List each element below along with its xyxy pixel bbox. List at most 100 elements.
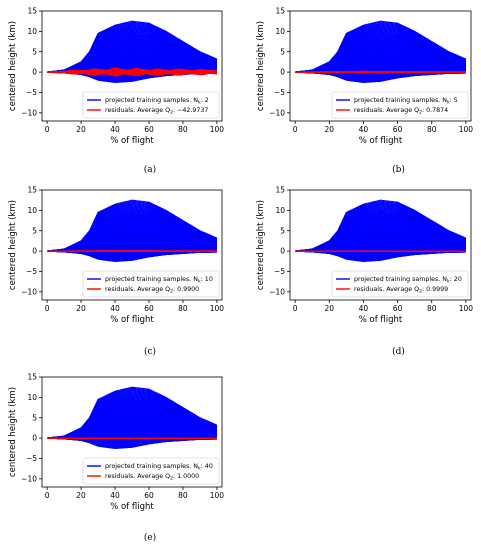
legend-subscript: 2 <box>170 476 173 482</box>
legend-entry: residuals. Average Q2: 0.7874 <box>354 107 448 116</box>
legend-label: residuals. Average Q <box>105 107 170 114</box>
legend-value: : 40 <box>201 463 213 470</box>
legend-subscript: k <box>198 279 201 285</box>
y-tick-label: 15 <box>27 186 37 195</box>
axes-frame <box>289 10 472 122</box>
training-sample-line <box>295 199 467 252</box>
residual-line <box>47 67 218 73</box>
legend-label: projected training samples. N <box>105 276 198 283</box>
x-tick-label: 20 <box>76 125 86 134</box>
training-sample-line <box>47 199 218 252</box>
y-axis-title: centered height (km) <box>256 21 266 111</box>
y-tick-label: −5 <box>274 88 285 97</box>
y-axis-title: centered height (km) <box>8 387 18 477</box>
legend-entry: residuals. Average Q2: 0.9900 <box>105 286 199 295</box>
legend: projected training samples. Nk: 20residu… <box>331 270 469 298</box>
x-tick-label: 40 <box>110 304 120 313</box>
legend-value: : 0.7874 <box>422 107 448 114</box>
training-sample-line <box>47 250 217 262</box>
legend-entry: projected training samples. Nk: 20 <box>354 276 462 285</box>
x-tick-label: 80 <box>427 125 437 134</box>
legend-box <box>82 91 220 119</box>
chart-panel: 0 20 40 60 80 100 −10 −5 0 5 10 15 % of flight center… <box>8 7 224 175</box>
y-tick-label: −5 <box>26 454 37 463</box>
axes-frame <box>41 376 223 488</box>
chart-panel: 0 20 40 60 80 100 −10 −5 0 5 10 15 % of flight center… <box>8 186 224 357</box>
panel-caption: (c) <box>144 346 156 357</box>
chart-panel: 0 20 40 60 80 100 −10 −5 0 5 10 15 % of flight center… <box>256 186 473 357</box>
y-tick-label: 0 <box>32 434 37 443</box>
legend-subscript: 2 <box>419 110 422 116</box>
y-tick-label: −10 <box>21 474 37 483</box>
panel-caption: (e) <box>144 532 156 543</box>
legend-entry: projected training samples. Nk: 2 <box>105 97 209 106</box>
x-tick-label: 40 <box>359 304 369 313</box>
plot-area <box>295 199 467 262</box>
training-sample-line <box>295 71 466 83</box>
y-tick-label: 5 <box>280 226 285 235</box>
legend: projected training samples. Nk: 40residu… <box>82 457 220 485</box>
x-tick-label: 0 <box>293 125 298 134</box>
legend-label: projected training samples. N <box>105 97 198 104</box>
legend-subscript: 2 <box>419 289 422 295</box>
legend: projected training samples. Nk: 10residu… <box>82 270 220 298</box>
legend-entry: projected training samples. Nk: 40 <box>105 463 213 472</box>
legend-label: projected training samples. N <box>354 276 447 283</box>
y-tick-label: −10 <box>21 108 37 117</box>
legend-label: residuals. Average Q <box>105 473 170 480</box>
legend-value: : 0.9900 <box>173 286 199 293</box>
legend: projected training samples. Nk: 2residua… <box>82 91 220 119</box>
legend-value: : 0.9999 <box>422 286 448 293</box>
y-tick-label: 0 <box>32 68 37 77</box>
y-tick-label: 0 <box>280 247 285 256</box>
x-tick-label: 80 <box>427 304 437 313</box>
chart-panel: 0 20 40 60 80 100 −10 −5 0 5 10 15 % of flight center… <box>8 373 224 543</box>
y-axis-title: centered height (km) <box>8 21 18 111</box>
legend-subscript: 2 <box>170 110 173 116</box>
training-sample-line <box>295 20 467 73</box>
panel-caption: (a) <box>144 164 156 175</box>
legend-subscript: k <box>198 466 201 472</box>
x-tick-label: 80 <box>178 491 188 500</box>
x-tick-label: 0 <box>45 491 50 500</box>
panel-caption: (b) <box>392 164 405 175</box>
legend-entry: residuals. Average Q2: 1.0000 <box>105 473 199 482</box>
legend-value: : 1.0000 <box>173 473 199 480</box>
x-axis-title: % of flight <box>110 136 154 146</box>
y-tick-label: −10 <box>21 287 37 296</box>
y-tick-label: 10 <box>27 393 37 402</box>
x-tick-label: 60 <box>144 491 154 500</box>
legend: projected training samples. Nk: 5residua… <box>331 91 469 119</box>
y-tick-label: 15 <box>27 373 37 382</box>
axes-frame <box>289 189 472 301</box>
axes-frame <box>41 189 223 301</box>
legend-subscript: k <box>447 279 450 285</box>
x-axis-title: % of flight <box>359 136 403 146</box>
y-tick-label: 5 <box>32 413 37 422</box>
training-sample-line <box>295 250 466 262</box>
x-tick-label: 0 <box>45 125 50 134</box>
y-tick-label: 15 <box>275 7 285 16</box>
legend-box <box>331 91 469 119</box>
y-tick-label: −5 <box>26 267 37 276</box>
x-tick-label: 40 <box>110 491 120 500</box>
plot-area <box>47 20 218 83</box>
legend-label: projected training samples. N <box>105 463 198 470</box>
y-tick-label: −10 <box>269 287 285 296</box>
legend-value: : −42.9737 <box>173 107 208 114</box>
axes-frame <box>41 10 223 122</box>
legend-value: : 10 <box>201 276 213 283</box>
training-sample-line <box>47 20 218 73</box>
x-tick-label: 20 <box>325 304 335 313</box>
y-tick-label: 10 <box>27 27 37 36</box>
x-tick-label: 100 <box>210 491 225 500</box>
x-tick-label: 0 <box>293 304 298 313</box>
x-tick-label: 40 <box>110 125 120 134</box>
y-tick-label: 5 <box>32 47 37 56</box>
y-tick-label: 10 <box>275 206 285 215</box>
y-tick-label: 5 <box>32 226 37 235</box>
x-tick-label: 80 <box>178 125 188 134</box>
training-sample-line <box>47 437 217 449</box>
legend-value: : 2 <box>201 97 209 104</box>
x-tick-label: 60 <box>144 304 154 313</box>
